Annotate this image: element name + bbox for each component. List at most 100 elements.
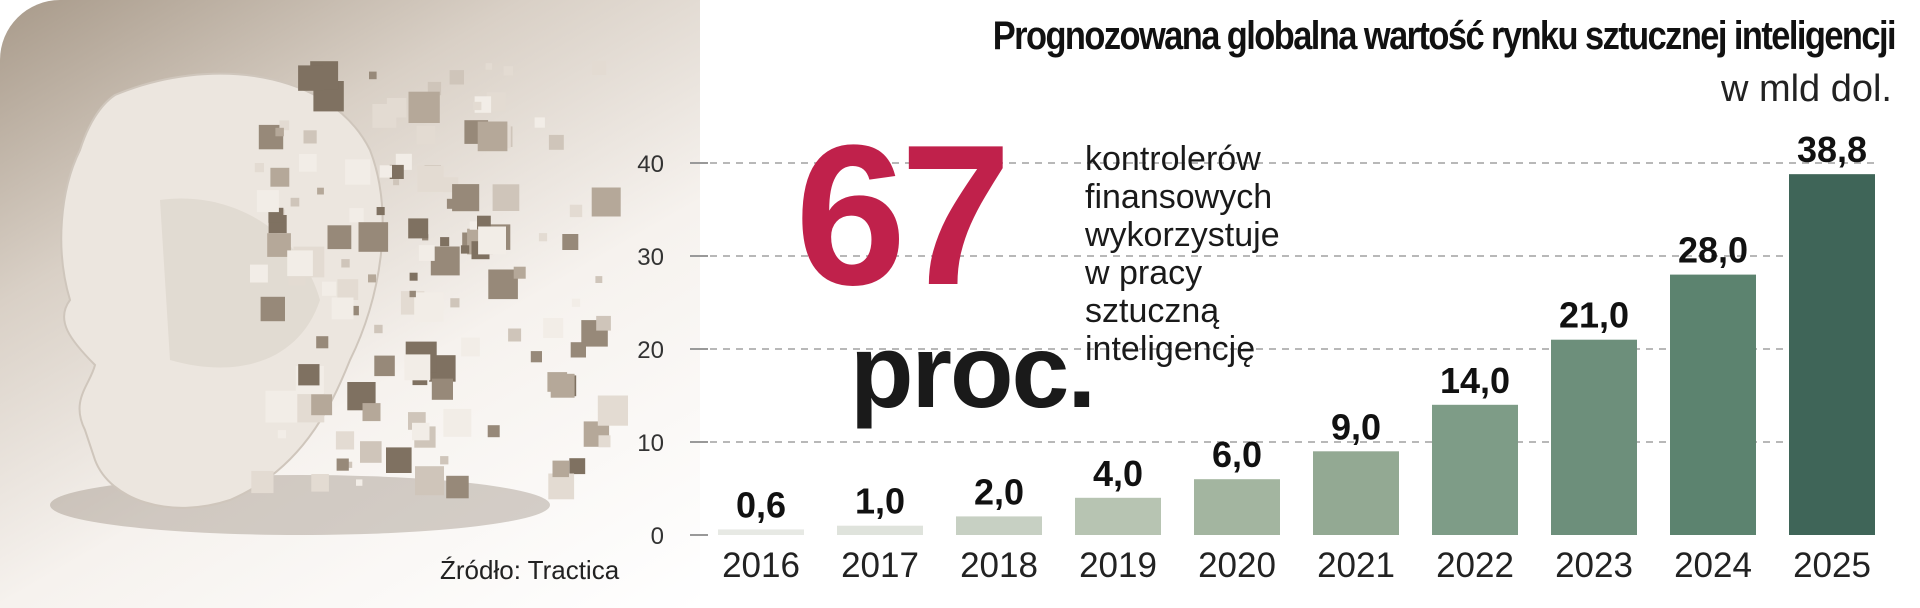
pixel-cube xyxy=(345,159,371,185)
pixel-cube xyxy=(571,298,581,307)
pixel-cube xyxy=(440,237,450,247)
chart-title: Prognozowana globalna wartość rynku sztu… xyxy=(992,14,1897,58)
pixel-cube xyxy=(349,208,364,223)
pixel-cube xyxy=(275,127,284,137)
callout-unit: proc. xyxy=(850,314,1096,430)
pixel-cube xyxy=(477,215,491,230)
pixel-cube xyxy=(290,197,300,207)
pixel-cube xyxy=(376,207,385,216)
data-label: 1,0 xyxy=(855,481,905,522)
y-tick-label: 20 xyxy=(637,337,664,364)
pixel-cube xyxy=(478,226,506,255)
pixel-cube xyxy=(256,190,279,213)
pixel-cube xyxy=(408,218,429,239)
pixel-cube xyxy=(550,373,575,398)
pixel-cube xyxy=(530,351,542,363)
callout-line: finansowych xyxy=(1085,178,1273,216)
x-tick-label: 2016 xyxy=(722,546,800,585)
pixel-cube xyxy=(592,60,607,75)
pixel-cube xyxy=(598,435,611,448)
pixel-cube xyxy=(552,460,569,478)
callout-line: sztuczną xyxy=(1085,292,1220,330)
pixel-cube xyxy=(254,163,264,173)
pixel-cube xyxy=(469,221,478,230)
data-label: 2,0 xyxy=(974,471,1024,512)
pixel-cube xyxy=(379,165,392,178)
data-label: 28,0 xyxy=(1678,230,1748,271)
pixel-cube xyxy=(449,70,464,85)
pixel-cube xyxy=(596,315,611,331)
pixel-cube xyxy=(404,354,431,381)
callout-text: kontrolerów finansowych wykorzystuje w p… xyxy=(1085,140,1345,368)
pixel-cube xyxy=(327,225,352,250)
x-tick-label: 2020 xyxy=(1198,546,1276,585)
pixel-cube xyxy=(508,328,522,342)
pixel-cube xyxy=(386,447,412,473)
pixel-cube xyxy=(417,165,444,192)
pixel-cube xyxy=(374,355,395,377)
pixel-cube xyxy=(460,245,470,254)
pixel-cube xyxy=(513,266,526,279)
x-tick-label: 2018 xyxy=(960,546,1038,585)
chart-unit: w mld dol. xyxy=(1720,68,1892,110)
pixel-cube xyxy=(349,305,359,316)
pixel-cube xyxy=(408,91,440,123)
pixel-cube xyxy=(418,245,435,261)
pixel-cube xyxy=(415,466,444,496)
pixel-cube xyxy=(591,187,621,217)
pixel-cube xyxy=(317,187,324,195)
callout-line: kontrolerów xyxy=(1085,140,1261,178)
pixel-cube xyxy=(335,431,355,450)
pixel-cube xyxy=(409,272,418,281)
pixel-cube xyxy=(341,259,350,268)
pixel-cube xyxy=(337,279,359,300)
pixel-cube xyxy=(461,337,480,357)
pixel-cube xyxy=(452,184,480,212)
pixel-cube xyxy=(562,234,579,250)
pixel-cube xyxy=(569,204,583,218)
pixel-cube xyxy=(569,458,586,475)
pixel-cube xyxy=(389,164,404,179)
pixel-cube xyxy=(477,121,508,152)
pixel-cube xyxy=(486,92,506,112)
pixel-cube xyxy=(372,104,397,128)
pixel-cube xyxy=(503,66,513,76)
pixel-cube xyxy=(595,276,603,283)
x-tick-label: 2025 xyxy=(1793,546,1871,585)
pixel-cube xyxy=(570,342,586,358)
callout-line: inteligencję xyxy=(1085,330,1256,368)
pixel-cube xyxy=(492,184,520,211)
pixelated-face-icon xyxy=(50,60,628,535)
x-tick-label: 2024 xyxy=(1674,546,1752,585)
bar xyxy=(1670,274,1756,535)
data-label: 9,0 xyxy=(1331,406,1381,447)
pixel-cube xyxy=(488,269,518,300)
pixel-cube xyxy=(265,390,298,423)
x-tick-label: 2023 xyxy=(1555,546,1633,585)
pixel-cube xyxy=(287,250,313,277)
pixel-cube xyxy=(368,274,376,283)
bar xyxy=(1551,339,1637,535)
pixel-cube xyxy=(360,441,382,463)
x-tick-label: 2022 xyxy=(1436,546,1514,585)
pixel-cube xyxy=(487,425,500,438)
pixel-cube xyxy=(362,403,381,422)
pixel-cube xyxy=(485,63,493,70)
bar xyxy=(1075,497,1161,535)
data-label: 6,0 xyxy=(1212,434,1262,475)
pixel-cube xyxy=(446,475,469,499)
pixel-cube xyxy=(311,474,329,492)
pixel-cube xyxy=(534,117,545,128)
pixel-cube xyxy=(277,430,286,439)
pixel-cube xyxy=(279,120,290,131)
pixel-cube xyxy=(358,222,389,252)
pixel-cube xyxy=(336,458,349,471)
pixel-cube xyxy=(446,198,457,209)
callout-number: 67 xyxy=(795,104,1011,327)
data-label: 14,0 xyxy=(1440,360,1510,401)
y-tick-label: 40 xyxy=(637,151,664,178)
x-tick-label: 2021 xyxy=(1317,546,1395,585)
data-label: 21,0 xyxy=(1559,295,1629,336)
pixel-cube xyxy=(346,461,353,468)
